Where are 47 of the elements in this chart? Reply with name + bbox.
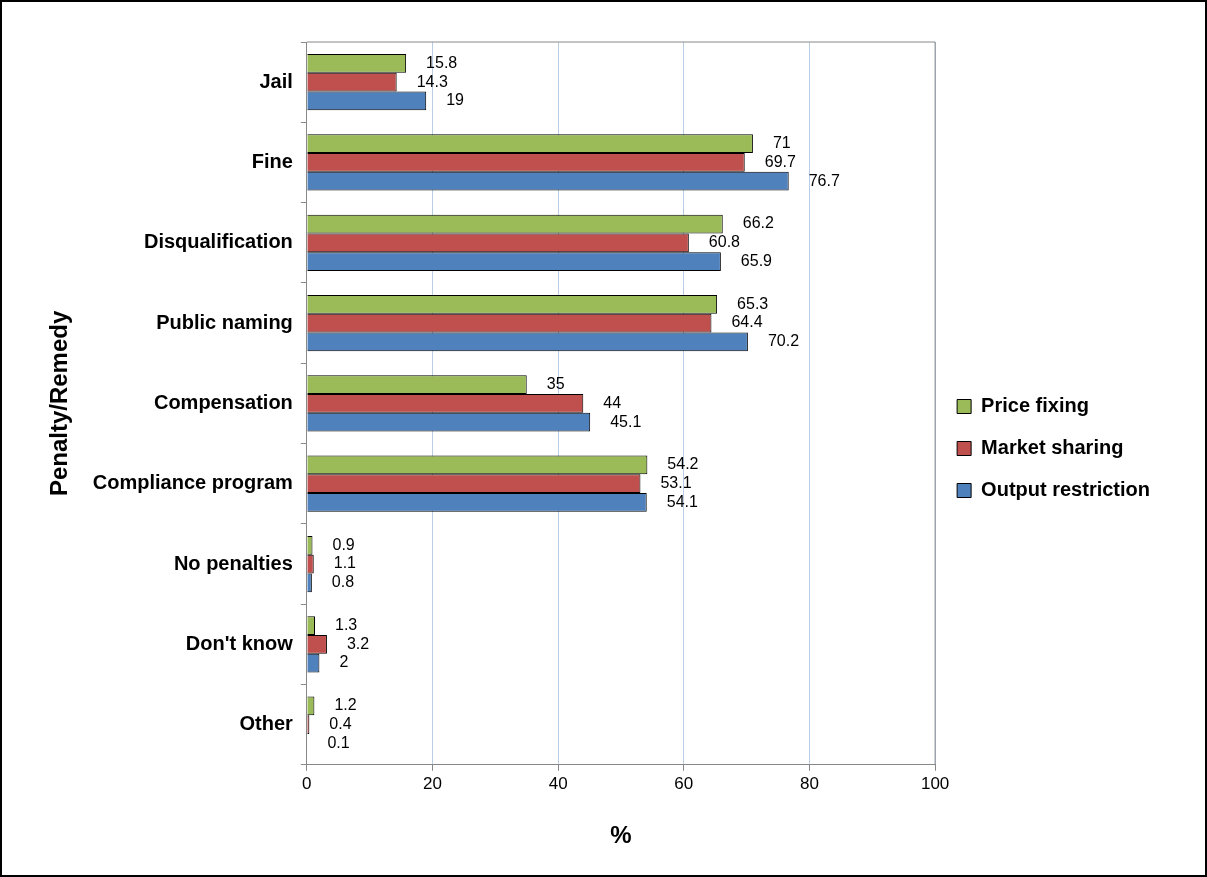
legend-label: Price fixing [981, 394, 1089, 417]
y-axis-title: Penalty/Remedy [45, 310, 73, 497]
data-label: 1.1 [333, 554, 357, 572]
data-label: 71 [772, 134, 791, 152]
x-tick-label: 60 [674, 773, 694, 793]
data-label: 64.4 [731, 313, 763, 331]
y-tick-label: Don't know [185, 631, 294, 654]
data-label: 65.3 [737, 294, 769, 312]
data-label: 70.2 [767, 332, 800, 350]
legend-label: Output restriction [981, 478, 1150, 501]
y-tick-label: Compliance program [92, 471, 293, 494]
y-tick-label: Compensation [153, 390, 293, 413]
x-tick-label: 80 [800, 773, 819, 793]
data-label: 69.7 [764, 152, 796, 170]
data-label: 0.4 [329, 715, 352, 733]
y-tick-label: Jail [259, 69, 293, 92]
y-tick-label: No penalties [173, 551, 293, 574]
y-tick-label: Public naming [156, 310, 293, 333]
data-label: 45.1 [610, 412, 642, 430]
data-label: 76.7 [808, 171, 840, 189]
data-label: 2 [339, 653, 349, 671]
data-label: 53.1 [660, 474, 692, 492]
data-label: 1.2 [334, 696, 357, 714]
y-tick-label: Other [239, 712, 294, 735]
data-label: 0.8 [331, 573, 355, 591]
data-label: 66.2 [742, 214, 774, 232]
data-label: 65.9 [740, 251, 773, 269]
data-label: 0.9 [332, 535, 355, 553]
x-axis-title: % [610, 821, 632, 849]
data-label: 1.3 [335, 616, 358, 633]
data-label: 0.1 [327, 733, 350, 751]
y-tick-label: Fine [251, 149, 293, 172]
x-tick-label: 100 [920, 773, 950, 793]
data-label: 14.3 [416, 72, 448, 90]
data-label: 15.8 [426, 53, 458, 71]
x-tick-label: 20 [423, 773, 442, 793]
data-label: 35 [546, 375, 565, 393]
data-label: 3.2 [346, 634, 370, 652]
y-tick-label: Disqualification [143, 230, 293, 253]
x-tick-label: 0 [302, 773, 312, 793]
legend-label: Market sharing [981, 436, 1124, 459]
x-tick-label: 40 [548, 773, 568, 793]
data-label: 54.1 [666, 492, 698, 510]
data-label: 54.2 [667, 455, 699, 473]
data-label: 44 [603, 393, 622, 411]
data-label: 60.8 [708, 233, 741, 251]
data-label: 19 [446, 91, 465, 109]
